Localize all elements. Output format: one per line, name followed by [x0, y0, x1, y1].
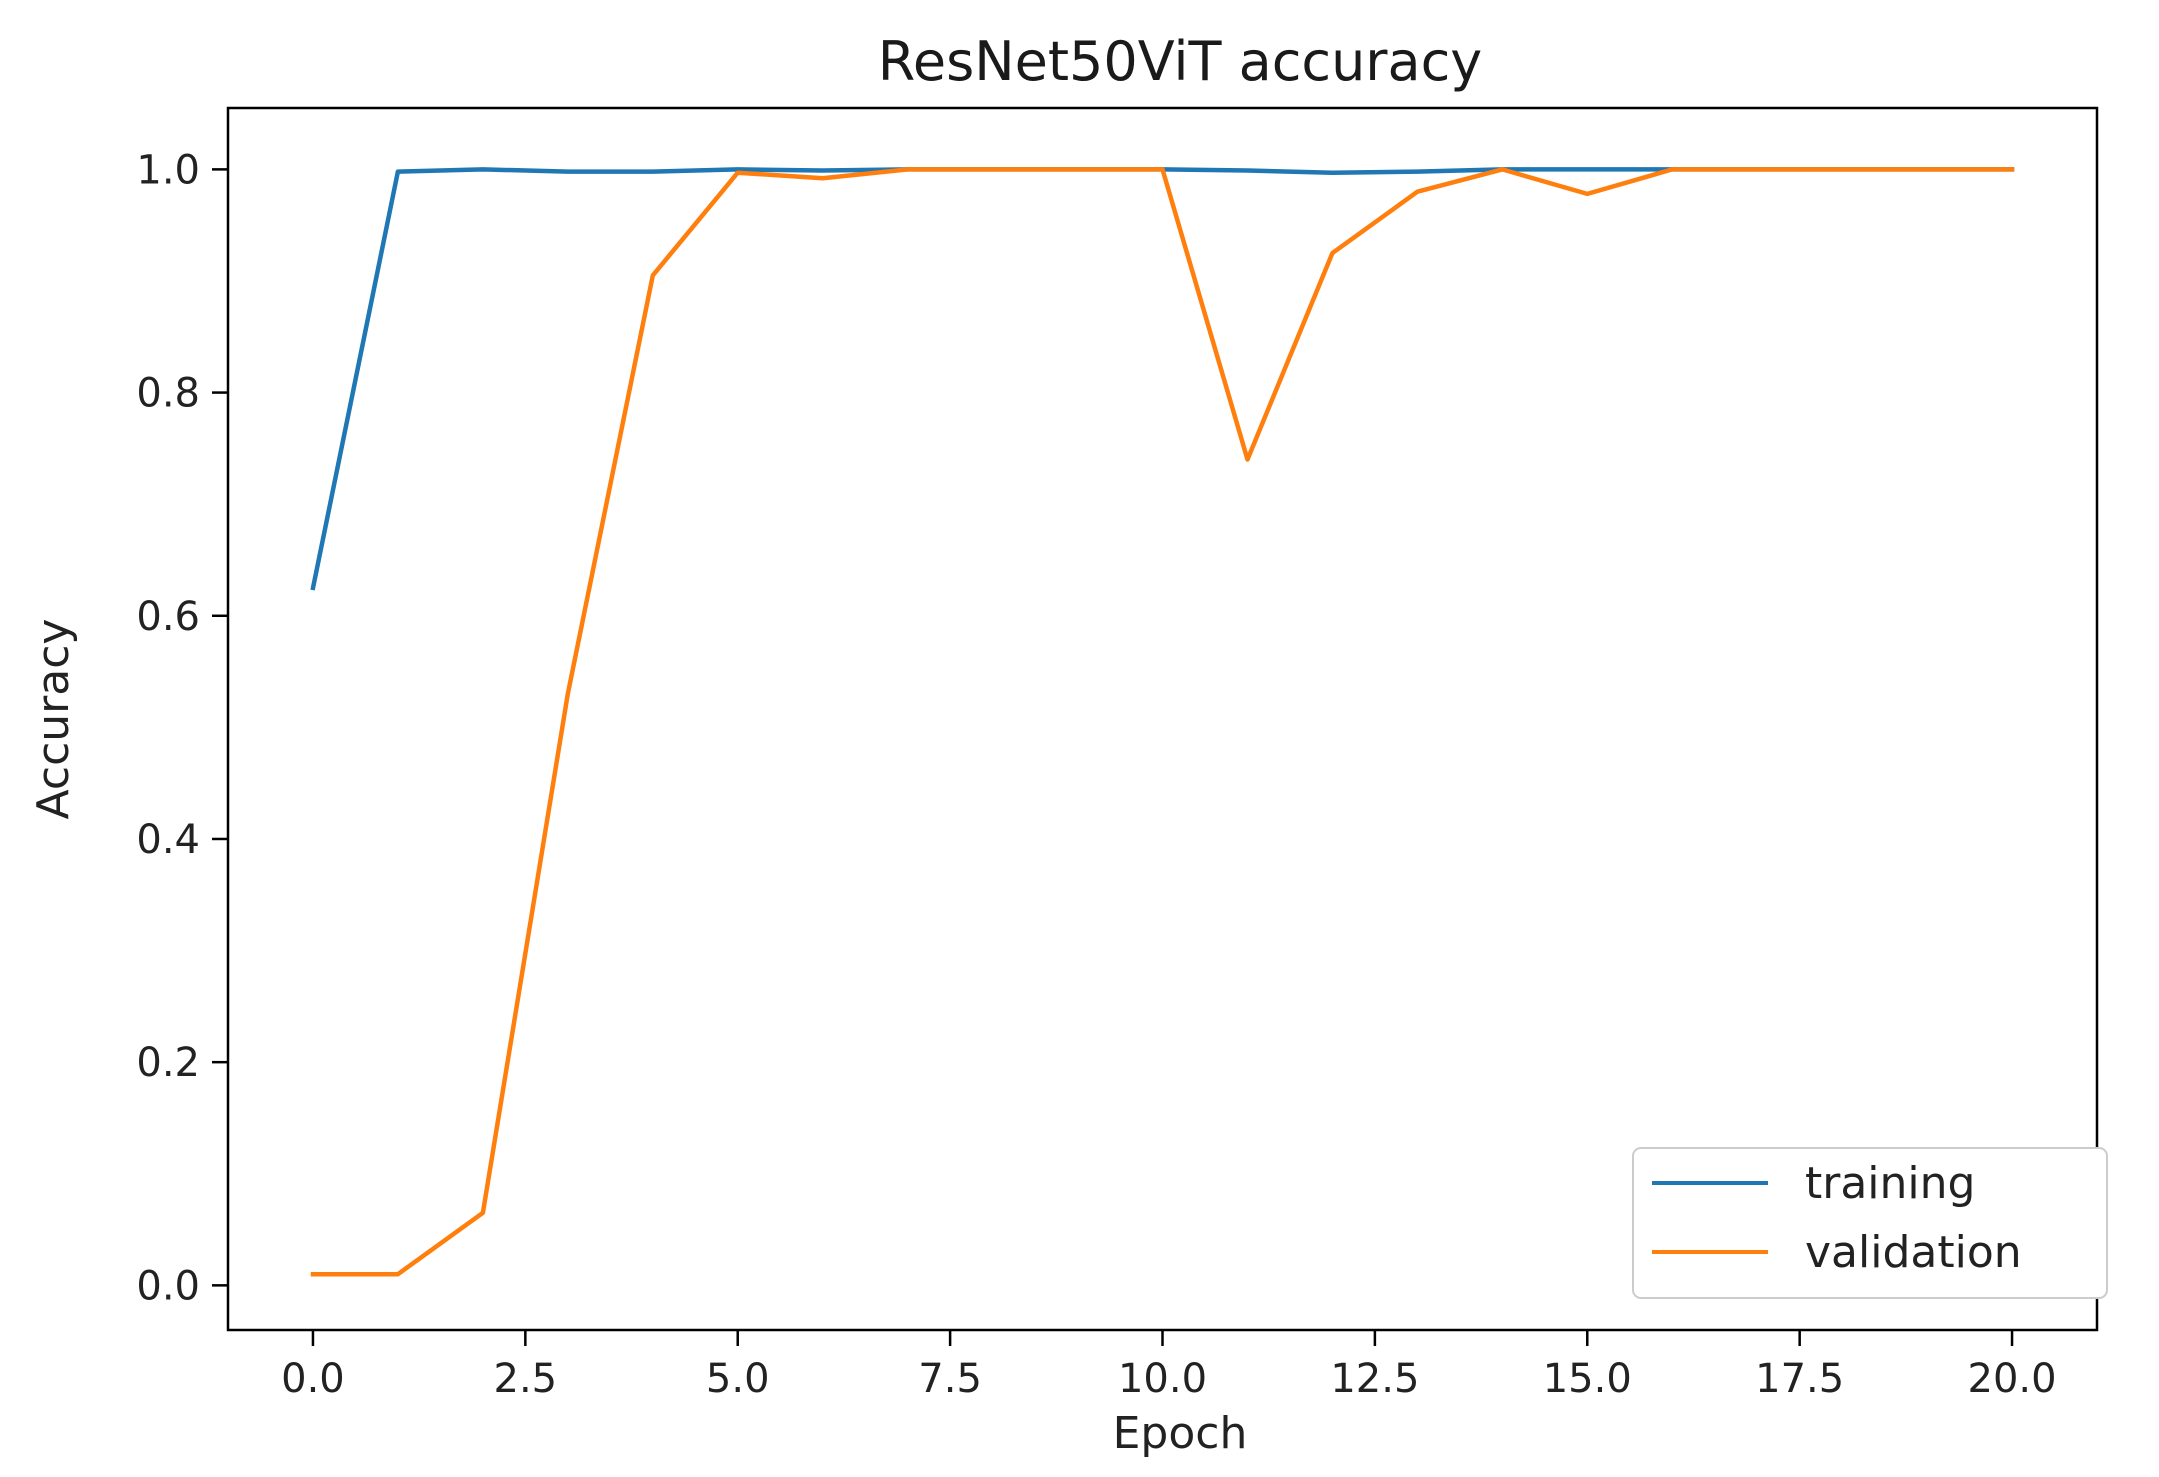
x-tick-label: 2.5 — [494, 1356, 558, 1402]
y-tick-label: 0.0 — [136, 1263, 200, 1309]
x-tick-label: 0.0 — [281, 1356, 345, 1402]
y-tick-label: 0.2 — [136, 1040, 200, 1086]
x-tick-label: 7.5 — [918, 1356, 982, 1402]
series-layer — [310, 167, 2015, 1277]
x-tick-label: 12.5 — [1330, 1356, 1419, 1402]
legend-label-validation: validation — [1805, 1227, 2022, 1278]
x-axis-label: Epoch — [1113, 1408, 1248, 1459]
y-axis-ticks: 0.0 0.2 0.4 0.6 0.8 1.0 — [136, 147, 228, 1309]
chart-title: ResNet50ViT accuracy — [878, 30, 1483, 93]
y-tick-label: 1.0 — [136, 147, 200, 193]
legend: training validation — [1632, 1147, 2108, 1299]
x-tick-label: 20.0 — [1968, 1356, 2057, 1402]
x-axis-ticks: 0.0 2.5 5.0 7.5 10.0 12.5 15.0 17.5 20.0 — [281, 1330, 2057, 1402]
legend-box — [1632, 1147, 2108, 1299]
y-axis-label: Accuracy — [28, 619, 79, 820]
y-tick-label: 0.4 — [136, 817, 200, 863]
y-tick-label: 0.8 — [136, 371, 200, 417]
x-tick-label: 17.5 — [1755, 1356, 1844, 1402]
x-tick-label: 5.0 — [706, 1356, 770, 1402]
x-tick-label: 15.0 — [1543, 1356, 1632, 1402]
legend-label-training: training — [1805, 1158, 1975, 1209]
y-tick-label: 0.6 — [136, 594, 200, 640]
x-tick-label: 10.0 — [1118, 1356, 1207, 1402]
